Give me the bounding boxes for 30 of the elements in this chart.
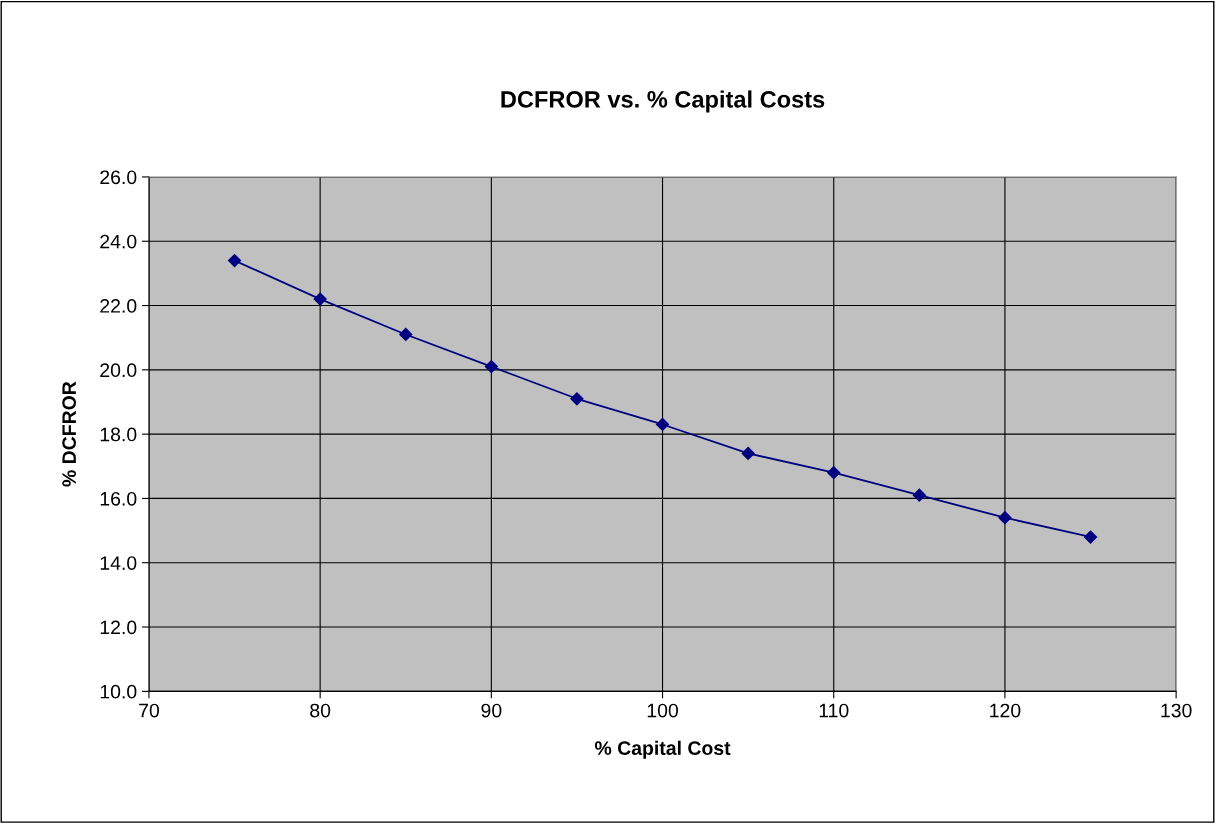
x-tick-label: 70 [139,703,160,718]
x-tick-label: 110 [819,703,849,718]
y-tick-label: 12.0 [100,620,137,635]
point [399,327,413,342]
x-tick-label: 90 [481,703,502,718]
x-tick-label: 120 [990,703,1021,718]
point [484,360,498,374]
point [655,417,670,432]
y-axis-title: % DCFROR [62,381,77,487]
point [1083,530,1098,544]
y-tick-label: 22.0 [100,299,137,313]
point [741,446,755,461]
point [570,392,584,406]
y-tick-label: 26.0 [100,170,137,185]
chart-title: DCFROR vs. % Capital Costs [501,90,825,113]
point [827,466,841,480]
point [313,292,327,306]
point [912,488,926,502]
x-tick-label: 100 [647,703,678,718]
y-tick-label: 24.0 [100,234,137,249]
x-tick-label: 80 [310,703,331,718]
point [227,253,242,268]
y-tick-label: 18.0 [100,427,137,442]
point [998,511,1012,525]
y-tick-label: 10.0 [100,684,137,699]
y-tick-label: 16.0 [100,491,137,506]
x-tick-label: 130 [1161,703,1192,718]
y-tick-label: 20.0 [100,363,137,378]
x-axis-title: % Capital Cost [594,740,731,759]
y-tick-label: 14.0 [100,556,137,570]
